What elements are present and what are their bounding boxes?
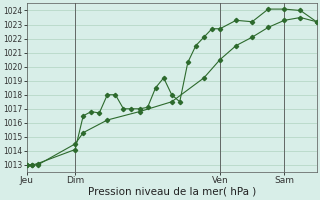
X-axis label: Pression niveau de la mer( hPa ): Pression niveau de la mer( hPa )	[88, 187, 256, 197]
